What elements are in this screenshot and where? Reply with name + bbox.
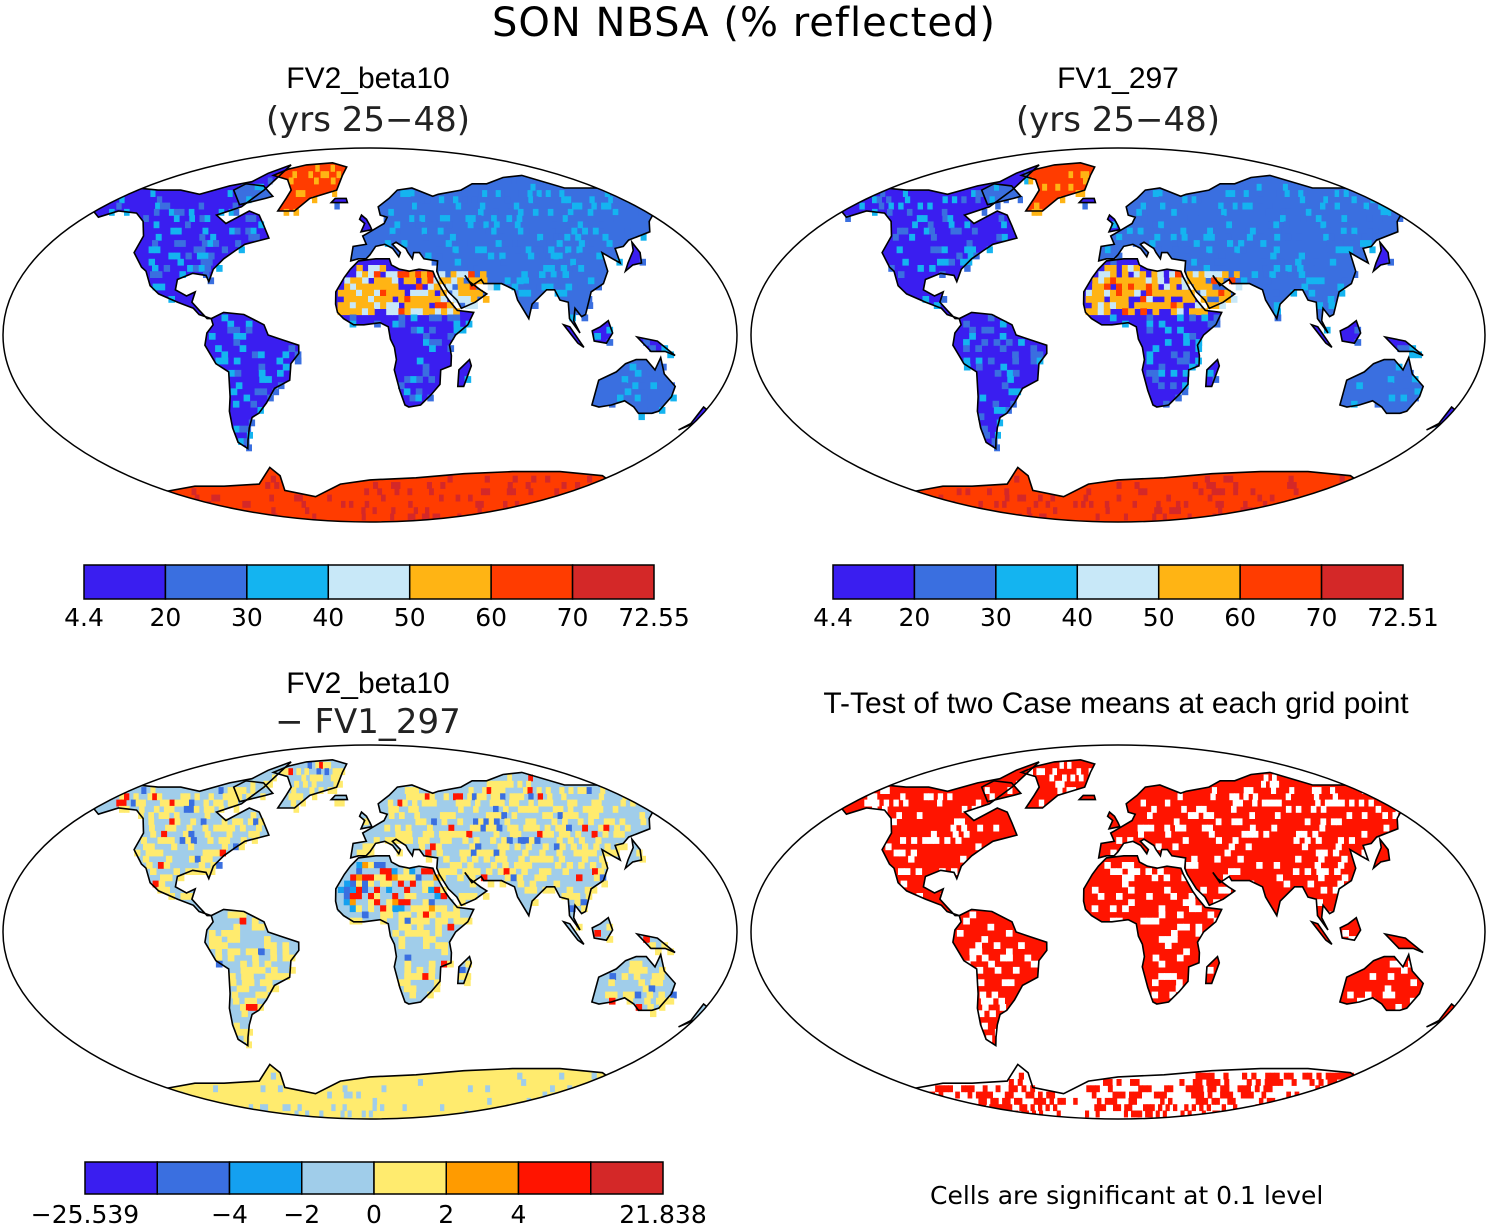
colorbar-swatch bbox=[1076, 564, 1160, 600]
map-outline bbox=[750, 744, 1486, 1120]
colorbar-swatch bbox=[1239, 564, 1323, 600]
significance-footnote: Cells are significant at 0.1 level bbox=[930, 1181, 1324, 1210]
colorbar-tick-label: 30 bbox=[230, 603, 263, 632]
colorbar-tick-label: 30 bbox=[979, 603, 1012, 632]
colorbar-tick-label: 2 bbox=[438, 1200, 455, 1229]
colorbar-swatch bbox=[156, 1161, 231, 1195]
colorbar-tick-label: 72.55 bbox=[618, 603, 690, 632]
panel-subtitle-diff: − FV1_297 bbox=[275, 702, 461, 742]
panel-subtitle-fv2: (yrs 25−48) bbox=[265, 100, 471, 140]
colorbar-swatch bbox=[913, 564, 997, 600]
colorbar-swatch bbox=[517, 1161, 592, 1195]
colorbar-tick-label: 40 bbox=[312, 603, 345, 632]
colorbar-tick-label: 4.4 bbox=[813, 603, 853, 632]
colorbar-swatch bbox=[408, 564, 492, 600]
colorbar-tick-label: 20 bbox=[898, 603, 931, 632]
colorbar-tick-label: 70 bbox=[556, 603, 589, 632]
colorbar-tick-label: 40 bbox=[1061, 603, 1094, 632]
colorbar-swatch bbox=[1320, 564, 1404, 600]
colorbar-tick-label: 60 bbox=[475, 603, 508, 632]
colorbar-tick-label: 70 bbox=[1305, 603, 1338, 632]
map-panel-fv1 bbox=[750, 147, 1486, 523]
colorbar-swatch bbox=[1157, 564, 1241, 600]
panel-subtitle-fv1: (yrs 25−48) bbox=[1015, 100, 1221, 140]
colorbar-tick-label: −4 bbox=[211, 1200, 248, 1229]
colorbar-swatch bbox=[571, 564, 655, 600]
map-panel-diff bbox=[2, 744, 738, 1120]
colorbar-swatch bbox=[995, 564, 1079, 600]
colorbar-swatch bbox=[228, 1161, 303, 1195]
colorbar-tick-label: 0 bbox=[366, 1200, 382, 1229]
colorbar-fv1 bbox=[832, 564, 1404, 600]
panel-title-diff: FV2_beta10 bbox=[286, 667, 450, 700]
map-outline bbox=[2, 147, 738, 523]
colorbar-tick-label: 4.4 bbox=[64, 603, 104, 632]
colorbar-tick-label: 20 bbox=[149, 603, 182, 632]
colorbar-tick-label: 50 bbox=[393, 603, 426, 632]
figure-title: SON NBSA (% reflected) bbox=[492, 0, 996, 46]
colorbar-tick-label: 4 bbox=[510, 1200, 527, 1229]
colorbar-swatch bbox=[832, 564, 916, 600]
colorbar-swatch bbox=[445, 1161, 520, 1195]
colorbar-tick-label: −25.539 bbox=[30, 1200, 140, 1229]
colorbar-tick-label: −2 bbox=[283, 1200, 321, 1229]
panel-title-fv2: FV2_beta10 bbox=[286, 62, 450, 95]
map-outline bbox=[2, 744, 738, 1120]
colorbar-fv2 bbox=[83, 564, 655, 600]
colorbar-swatch bbox=[301, 1161, 375, 1195]
colorbar-diff bbox=[84, 1161, 664, 1195]
colorbar-swatch bbox=[373, 1161, 447, 1195]
panel-title-ttest: T-Test of two Case means at each grid po… bbox=[823, 687, 1409, 720]
colorbar-swatch bbox=[327, 564, 411, 600]
colorbar-swatch bbox=[590, 1161, 664, 1195]
colorbar-swatch bbox=[490, 564, 574, 600]
colorbar-tick-label: 50 bbox=[1142, 603, 1175, 632]
colorbar-swatch bbox=[83, 564, 167, 600]
colorbar-tick-label: 60 bbox=[1224, 603, 1257, 632]
map-panel-fv2 bbox=[2, 147, 738, 523]
colorbar-swatch bbox=[84, 1161, 158, 1195]
map-outline bbox=[750, 147, 1486, 523]
colorbar-swatch bbox=[164, 564, 248, 600]
panel-title-fv1: FV1_297 bbox=[1057, 62, 1179, 95]
colorbar-swatch bbox=[246, 564, 330, 600]
colorbar-tick-label: 21.838 bbox=[619, 1200, 707, 1229]
map-panel-ttest bbox=[750, 744, 1486, 1120]
colorbar-tick-label: 72.51 bbox=[1367, 603, 1439, 632]
